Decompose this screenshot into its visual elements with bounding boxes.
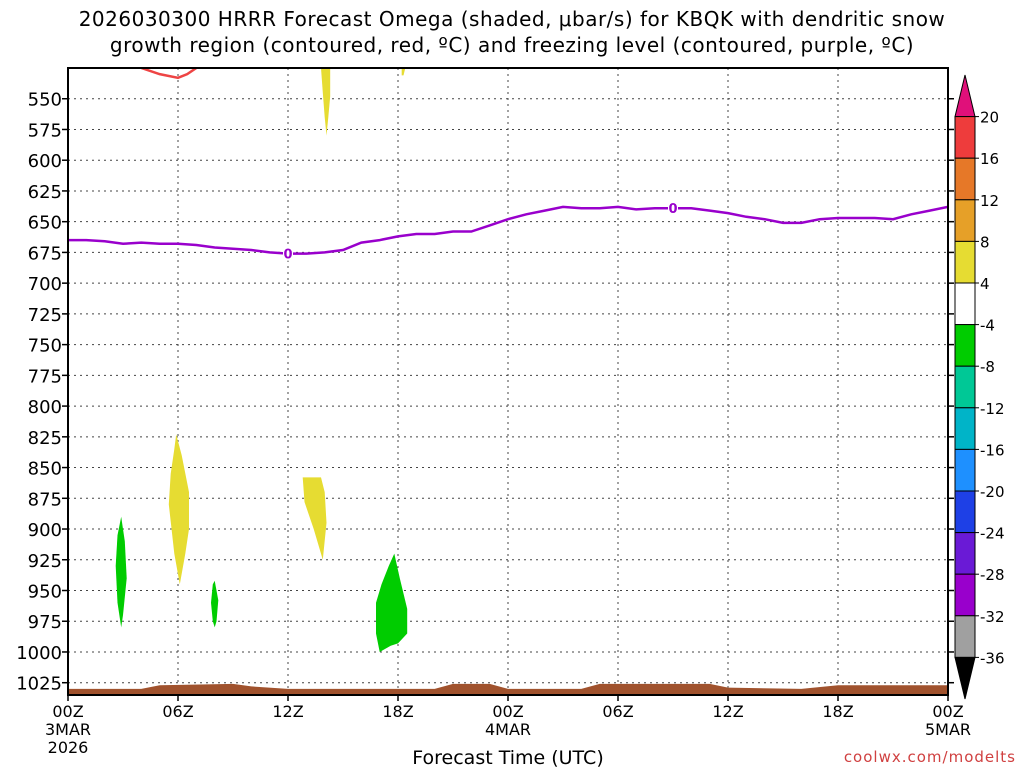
y-tick-label-825: 825: [28, 428, 62, 449]
chart-title: 2026030300 HRRR Forecast Omega (shaded, …: [0, 6, 1024, 58]
x-tick-label-h0: 00Z: [52, 702, 83, 721]
colorbar-box-10: [954, 240, 976, 284]
y-tick-label-750: 750: [28, 336, 62, 357]
credit-text: coolwx.com/modelts: [843, 748, 1016, 766]
y-tick-label-925: 925: [28, 551, 62, 572]
colorbar-label-13: 20: [980, 109, 999, 127]
y-tick-label-900: 900: [28, 520, 62, 541]
colorbar-top-arrow: [954, 74, 976, 118]
omega-shaded-areas: [68, 68, 948, 695]
colorbar-box-12: [954, 157, 976, 201]
colorbar-box-2: [954, 573, 976, 617]
freezing-level-line: [68, 205, 948, 255]
chart-title-line-1: 2026030300 HRRR Forecast Omega (shaded, …: [78, 7, 946, 31]
y-tick-label-700: 700: [28, 274, 62, 295]
colorbar-box-1: [954, 615, 976, 658]
y-tick-label-775: 775: [28, 366, 62, 387]
colorbar: 20 16 12 8 4 -4 -8 -12 -16 -20 -24 -28 -32 -36: [954, 74, 1005, 700]
colorbar-box-8: [954, 324, 976, 367]
y-tick-label-575: 575: [28, 120, 62, 141]
colorbar-label-5: -16: [980, 441, 1005, 459]
y-tick-label-875: 875: [28, 489, 62, 510]
freezing-level-label-2: 0: [668, 202, 677, 217]
y-tick-label-950: 950: [28, 582, 62, 603]
x-tick-label-h6: 06Z: [162, 702, 193, 721]
y-tick-label-1025: 1025: [16, 674, 62, 695]
omega-area-6: [211, 580, 219, 628]
omega-area-2: [401, 68, 406, 76]
colorbar-box-11: [954, 199, 976, 242]
x-tick-label-h18: 18Z: [382, 702, 413, 721]
omega-area-3: [168, 434, 189, 585]
omega-area-1: [321, 68, 331, 136]
colorbar-label-0: -36: [980, 649, 1005, 667]
freezing-level-label-1: 0: [283, 248, 292, 263]
x-axis-label: Forecast Time (UTC): [412, 747, 603, 768]
x-tick-sublabel-h0-1: 3MAR: [45, 720, 91, 739]
x-tick-label-h24: 00Z: [492, 702, 523, 721]
colorbar-bottom-arrow: [954, 656, 976, 700]
y-tick-label-675: 675: [28, 243, 62, 264]
y-tick-label-625: 625: [28, 182, 62, 203]
colorbar-box-13: [954, 116, 976, 159]
colorbar-label-3: -24: [980, 525, 1005, 543]
colorbar-box-4: [954, 490, 976, 534]
x-tick-label-h30: 06Z: [602, 702, 633, 721]
omega-area-7: [376, 553, 408, 652]
x-tick-sublabel-h24-1: 4MAR: [485, 720, 531, 739]
colorbar-box-3: [954, 532, 976, 575]
colorbar-label-12: 16: [980, 150, 999, 168]
x-tick-sublabel-h48-1: 5MAR: [925, 720, 971, 739]
chart-title-line-2: growth region (contoured, red, ºC) and f…: [109, 33, 915, 57]
colorbar-label-8: -4: [980, 317, 995, 335]
contour-lines: 00: [68, 68, 948, 263]
colorbar-box-9: [954, 282, 976, 326]
x-tick-label-h12: 12Z: [272, 702, 303, 721]
y-tick-label-550: 550: [28, 90, 62, 111]
freezing-label-bg-2: [668, 201, 678, 216]
y-axis: 550 575 600 625 650 675 700 725 750 775 800 825 850 8…: [16, 90, 954, 695]
omega-area-5: [115, 516, 127, 628]
x-tick-label-h36: 12Z: [712, 702, 743, 721]
y-tick-label-725: 725: [28, 305, 62, 326]
colorbar-label-2: -28: [980, 566, 1005, 584]
y-tick-label-800: 800: [28, 397, 62, 418]
colorbar-label-7: -8: [980, 358, 995, 376]
dgz-contour-line: [140, 68, 198, 80]
colorbar-label-4: -20: [980, 483, 1005, 501]
y-tick-label-600: 600: [28, 151, 62, 172]
colorbar-label-1: -32: [980, 608, 1005, 626]
colorbar-box-6: [954, 407, 976, 450]
freezing-label-bg-1: [283, 246, 293, 261]
colorbar-label-10: 8: [980, 233, 990, 251]
x-tick-sublabel-h0-2: 2026: [48, 738, 89, 757]
x-tick-label-h42: 18Z: [822, 702, 853, 721]
colorbar-label-6: -12: [980, 400, 1005, 418]
x-tick-label-h48: 00Z: [932, 702, 963, 721]
omega-area-4: [302, 477, 327, 560]
y-tick-label-850: 850: [28, 459, 62, 480]
y-tick-label-975: 975: [28, 612, 62, 633]
terrain-fill: [68, 683, 948, 695]
colorbar-label-9: 4: [980, 275, 990, 293]
colorbar-label-11: 12: [980, 192, 999, 210]
colorbar-box-7: [954, 365, 976, 409]
y-tick-label-1000: 1000: [16, 643, 62, 664]
colorbar-box-5: [954, 448, 976, 492]
y-tick-label-650: 650: [28, 213, 62, 234]
